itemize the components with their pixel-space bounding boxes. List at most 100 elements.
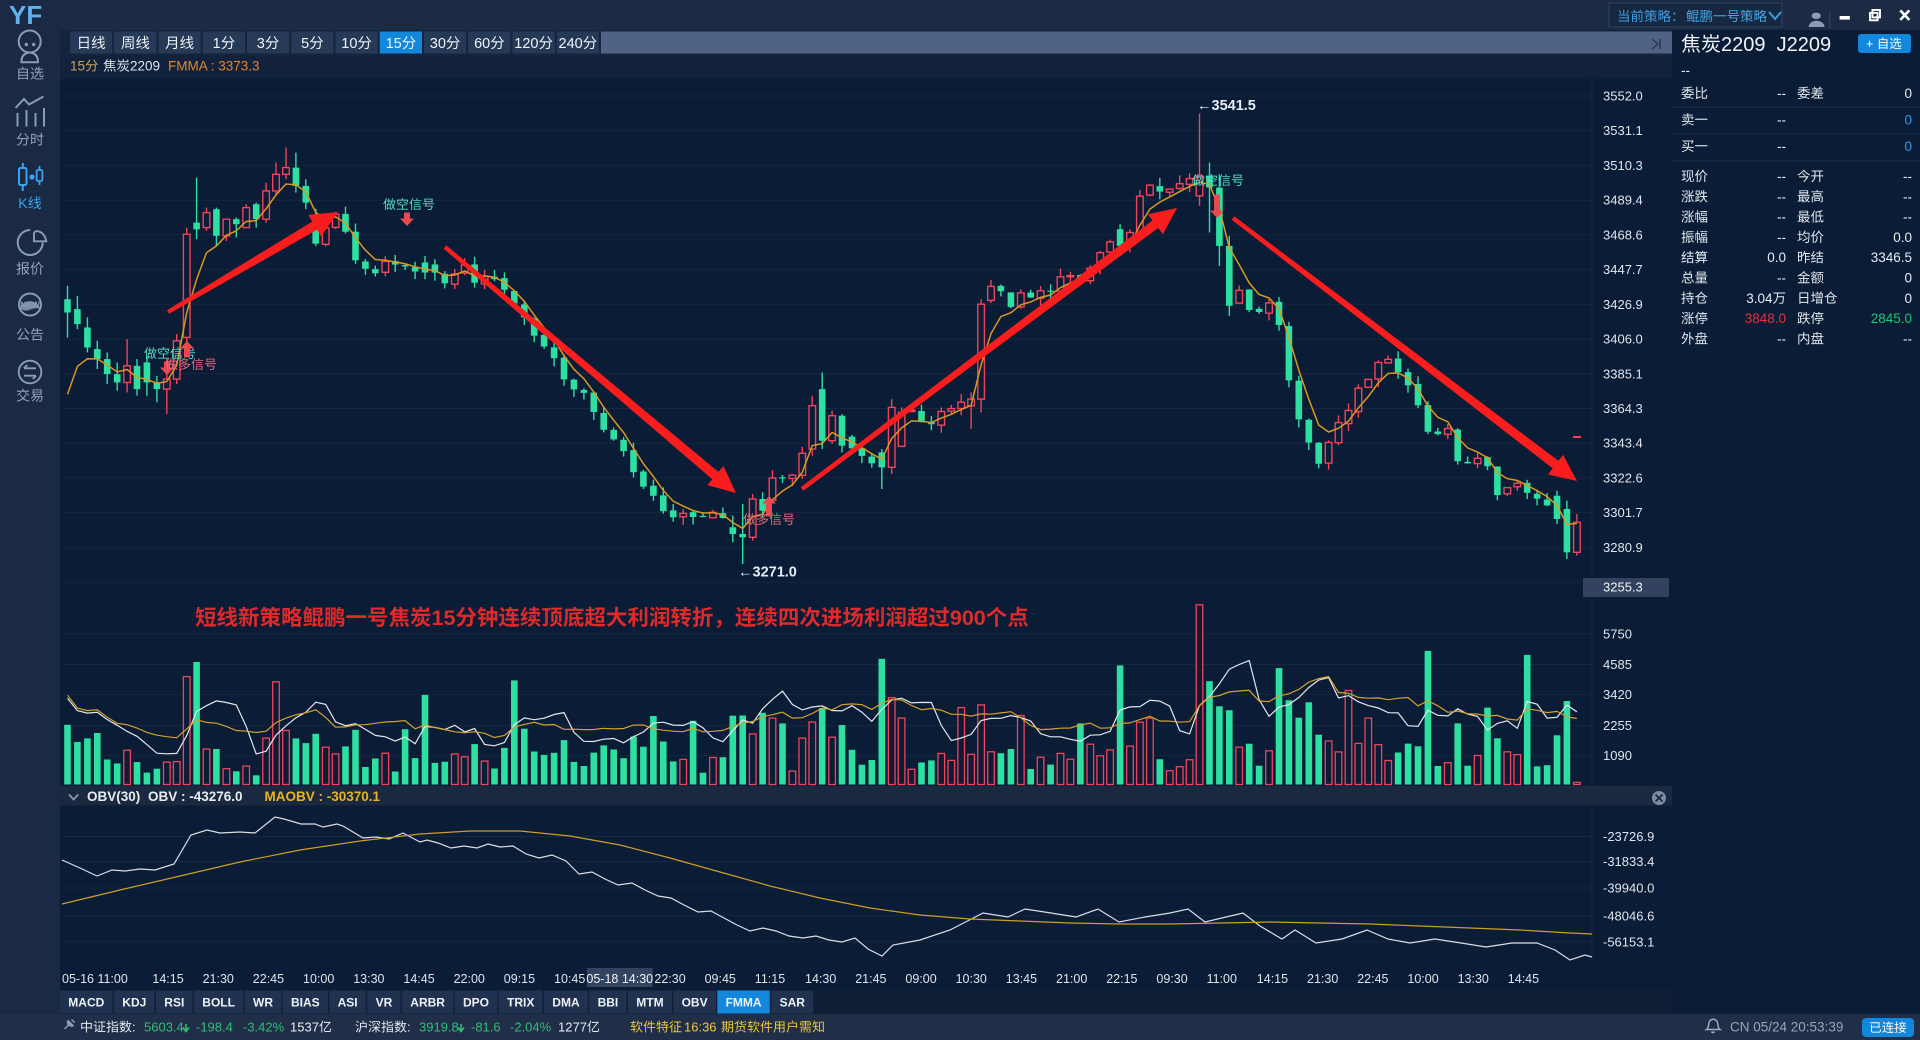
svg-text:09:15: 09:15 xyxy=(504,972,535,986)
svg-text:--: -- xyxy=(1777,86,1786,101)
svg-text:2845.0: 2845.0 xyxy=(1871,311,1912,326)
svg-text:--: -- xyxy=(1681,63,1690,78)
svg-text:60: 60 xyxy=(474,36,490,52)
svg-text:10:00: 10:00 xyxy=(1407,972,1438,986)
svg-text:-39940.0: -39940.0 xyxy=(1603,881,1654,896)
svg-text:-56153.1: -56153.1 xyxy=(1603,934,1654,949)
svg-text:3255.3: 3255.3 xyxy=(1603,580,1643,595)
svg-text:14:15: 14:15 xyxy=(152,972,183,986)
svg-text:←3541.5: ←3541.5 xyxy=(1197,98,1256,114)
svg-text:11:15: 11:15 xyxy=(755,972,785,986)
svg-text:ASI: ASI xyxy=(338,996,358,1010)
svg-text:OBV(30): OBV(30) xyxy=(87,789,140,804)
svg-text:21:30: 21:30 xyxy=(1307,972,1338,986)
svg-text:2209 J2209: 2209 J2209 xyxy=(1721,34,1831,56)
svg-text::: : xyxy=(407,1020,411,1035)
svg-text:14:45: 14:45 xyxy=(1508,972,1539,986)
svg-text:--: -- xyxy=(1777,139,1786,154)
svg-text:09:30: 09:30 xyxy=(1156,972,1187,986)
svg-text:3848.0: 3848.0 xyxy=(1745,311,1786,326)
svg-text:K: K xyxy=(18,195,28,211)
svg-text:22:45: 22:45 xyxy=(1357,972,1388,986)
svg-text:4585: 4585 xyxy=(1603,657,1632,672)
svg-text:22:45: 22:45 xyxy=(253,972,284,986)
svg-text:22:30: 22:30 xyxy=(654,972,685,986)
svg-text:--: -- xyxy=(1777,230,1786,245)
svg-text:5: 5 xyxy=(301,36,309,52)
svg-text:3489.4: 3489.4 xyxy=(1603,193,1643,208)
svg-text:1537: 1537 xyxy=(290,1020,319,1035)
svg-text:-23726.9: -23726.9 xyxy=(1603,829,1654,844)
svg-text:3468.6: 3468.6 xyxy=(1603,227,1643,242)
svg-text:MACD: MACD xyxy=(68,996,104,1010)
svg-text:1277: 1277 xyxy=(558,1020,587,1035)
svg-text:WR: WR xyxy=(253,996,273,1010)
svg-text:+: + xyxy=(1866,37,1877,51)
svg-text:FMMA: FMMA xyxy=(726,996,762,1010)
svg-text:OBV : -43276.0: OBV : -43276.0 xyxy=(148,789,243,804)
svg-text:DMA: DMA xyxy=(552,996,580,1010)
svg-text:0: 0 xyxy=(1905,271,1913,286)
svg-text:3447.7: 3447.7 xyxy=(1603,262,1643,277)
svg-text:15: 15 xyxy=(70,59,85,74)
svg-text:1: 1 xyxy=(213,36,221,52)
svg-text:5750: 5750 xyxy=(1603,626,1632,641)
svg-text:11:00: 11:00 xyxy=(1207,972,1237,986)
svg-text:-198.4: -198.4 xyxy=(196,1020,233,1035)
svg-text:120: 120 xyxy=(514,36,538,52)
svg-text:VR: VR xyxy=(376,996,393,1010)
svg-text:900: 900 xyxy=(950,606,986,630)
svg-text:10:45: 10:45 xyxy=(554,972,585,986)
svg-text:BIAS: BIAS xyxy=(291,996,320,1010)
svg-text:21:30: 21:30 xyxy=(203,972,234,986)
svg-text:10:30: 10:30 xyxy=(956,972,987,986)
svg-text:13:30: 13:30 xyxy=(1458,972,1489,986)
svg-text:YF: YF xyxy=(9,0,42,30)
svg-text:5603.4: 5603.4 xyxy=(144,1020,184,1035)
svg-text:-31833.4: -31833.4 xyxy=(1603,854,1654,869)
svg-text:CN 05/24 20:53:39: CN 05/24 20:53:39 xyxy=(1730,1020,1843,1035)
svg-text:240: 240 xyxy=(559,36,583,52)
svg-text:3: 3 xyxy=(257,36,265,52)
svg-text:--: -- xyxy=(1777,189,1786,204)
svg-text:-48046.6: -48046.6 xyxy=(1603,908,1654,923)
svg-text:MAOBV : -30370.1: MAOBV : -30370.1 xyxy=(265,789,381,804)
svg-text:10:00: 10:00 xyxy=(303,972,334,986)
svg-text:14:45: 14:45 xyxy=(403,972,434,986)
svg-text:--: -- xyxy=(1903,169,1912,184)
svg-text:15: 15 xyxy=(432,606,456,630)
svg-text:3510.3: 3510.3 xyxy=(1603,158,1643,173)
svg-text:05-16 11:00: 05-16 11:00 xyxy=(62,972,128,986)
svg-text:3.04: 3.04 xyxy=(1746,291,1773,306)
svg-text:3552.0: 3552.0 xyxy=(1603,89,1643,104)
svg-text:--: -- xyxy=(1777,169,1786,184)
svg-text:KDJ: KDJ xyxy=(122,996,146,1010)
svg-text:0: 0 xyxy=(1905,139,1913,154)
svg-text:2209: 2209 xyxy=(130,59,160,74)
svg-text:1090: 1090 xyxy=(1603,748,1632,763)
svg-text:SAR: SAR xyxy=(780,996,806,1010)
svg-text:30: 30 xyxy=(430,36,446,52)
svg-text:0: 0 xyxy=(1905,86,1913,101)
svg-text:0: 0 xyxy=(1905,291,1913,306)
svg-text:14:15: 14:15 xyxy=(1257,972,1288,986)
svg-text:15: 15 xyxy=(386,36,402,52)
svg-text:3322.6: 3322.6 xyxy=(1603,470,1643,485)
svg-text:←3271.0: ←3271.0 xyxy=(738,565,797,581)
svg-text:3280.9: 3280.9 xyxy=(1603,540,1643,555)
svg-text:0: 0 xyxy=(1905,113,1913,128)
svg-text:--: -- xyxy=(1777,271,1786,286)
svg-text:0.0: 0.0 xyxy=(1893,230,1912,245)
svg-text:BBI: BBI xyxy=(598,996,619,1010)
svg-text:0.0: 0.0 xyxy=(1767,250,1786,265)
svg-text:13:45: 13:45 xyxy=(1006,972,1037,986)
svg-text:3385.1: 3385.1 xyxy=(1603,366,1643,381)
svg-text:13:30: 13:30 xyxy=(353,972,384,986)
svg-text:3420: 3420 xyxy=(1603,687,1632,702)
svg-text:09:00: 09:00 xyxy=(905,972,936,986)
svg-text:3406.0: 3406.0 xyxy=(1603,332,1643,347)
svg-text:-2.04%: -2.04% xyxy=(510,1020,552,1035)
svg-text:05-18 14:30: 05-18 14:30 xyxy=(586,972,653,986)
svg-text:MTM: MTM xyxy=(636,996,663,1010)
svg-text:22:15: 22:15 xyxy=(1106,972,1137,986)
